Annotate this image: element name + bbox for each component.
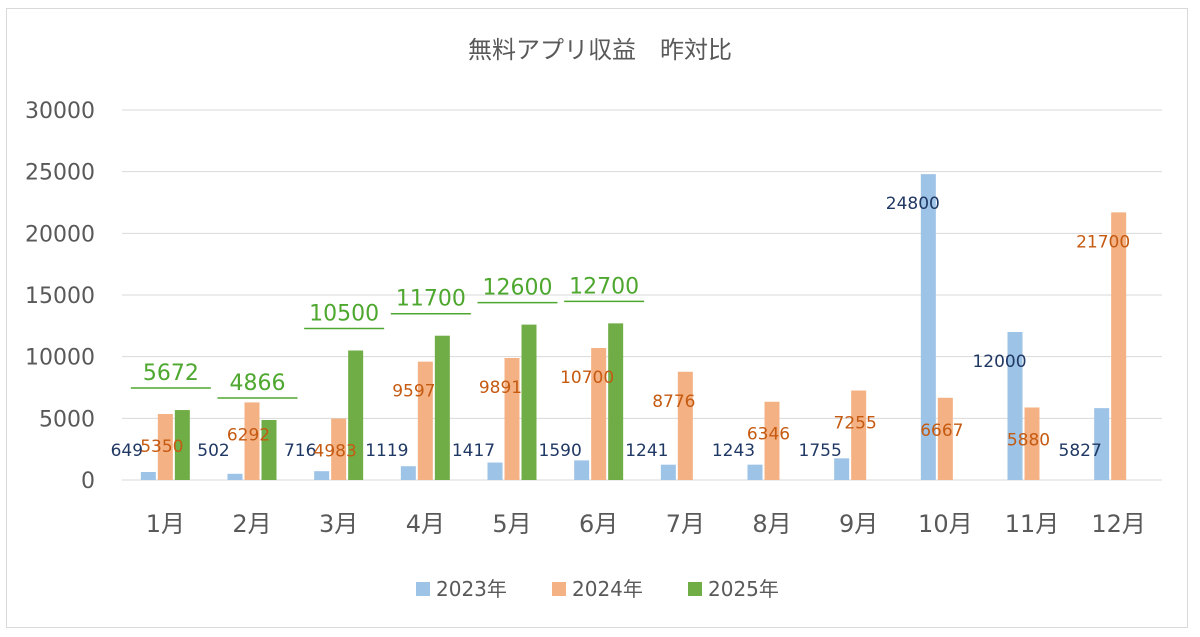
x-tick-label: 2月 [232,510,271,538]
bar-2025年 [434,335,450,480]
data-label: 7255 [834,414,877,434]
data-label: 1241 [625,441,668,461]
data-label: 1119 [365,441,408,461]
data-label: 8776 [652,392,695,412]
data-label: 4866 [230,371,286,396]
y-axis-ticks: 0 5000 10000 15000 20000 25000 30000 [25,99,95,494]
x-tick-label: 1月 [146,510,185,538]
data-label: 649 [111,441,143,461]
bar-2023年 [574,460,590,480]
chart-title: 無料アプリ収益 昨対比 [468,36,732,64]
y-tick-label: 30000 [25,99,95,124]
bar-2023年 [400,466,416,480]
bar-2023年 [140,471,156,480]
bar-2023年 [747,464,763,480]
bar-2024年 [244,402,260,480]
x-tick-label: 10月 [918,510,973,538]
data-label: 502 [197,441,229,461]
x-tick-label: 3月 [319,510,358,538]
x-tick-label: 8月 [752,510,791,538]
bar-2023年 [660,464,676,480]
x-tick-label: 5月 [492,510,531,538]
bar-2024年 [851,390,867,480]
bar-2023年 [834,458,850,480]
bars [140,174,1127,480]
x-tick-label: 4月 [406,510,445,538]
bar-2024年 [677,371,693,480]
legend-swatch [552,582,566,596]
y-tick-label: 10000 [25,346,95,371]
bar-2024年 [157,414,173,480]
bar-2023年 [1007,332,1023,480]
legend-swatch [416,582,430,596]
bar-2024年 [417,361,433,480]
data-label: 9597 [392,382,435,402]
bar-2024年 [331,418,347,480]
data-label: 6346 [747,425,790,445]
data-label: 12000 [972,352,1026,372]
legend-label: 2024年 [572,577,643,601]
x-tick-label: 11月 [1005,510,1060,538]
bar-2025年 [348,350,364,480]
y-tick-label: 15000 [25,284,95,309]
y-tick-label: 0 [81,469,95,494]
bar-2025年 [608,323,624,480]
data-label: 24800 [886,194,940,214]
bar-2024年 [1111,212,1127,480]
legend-label: 2025年 [708,577,779,601]
data-label: 1243 [712,441,755,461]
data-label: 6292 [227,425,270,445]
x-tick-label: 7月 [666,510,705,538]
bar-2025年 [174,410,190,480]
data-label: 12600 [483,276,553,301]
data-label: 12700 [569,274,639,299]
bar-2023年 [1094,408,1110,480]
legend: 2023年 2024年 2025年 [416,577,779,601]
data-label: 1417 [452,441,495,461]
data-label: 5827 [1059,441,1102,461]
data-label: 5880 [1007,430,1050,450]
data-label: 1755 [799,441,842,461]
x-axis-ticks: 1月 2月 3月 4月 5月 6月 7月 8月 9月 10月 11月 12月 [146,510,1146,538]
data-label: 5350 [140,437,183,457]
data-label: 4983 [314,442,357,462]
bar-2024年 [591,348,607,480]
x-tick-label: 6月 [579,510,618,538]
bar-2024年 [937,397,953,480]
bar-2023年 [314,471,330,480]
y-tick-label: 5000 [39,407,95,432]
bar-2023年 [487,462,503,480]
legend-label: 2023年 [436,577,507,601]
data-label: 11700 [396,287,466,312]
chart-frame [6,8,1188,628]
bar-2025年 [521,324,537,480]
bar-2023年 [227,473,243,480]
data-label: 9891 [479,378,522,398]
bar-2023年 [920,174,936,480]
data-label: 716 [284,441,316,461]
data-label: 21700 [1076,232,1130,252]
legend-swatch [688,582,702,596]
data-label: 10500 [309,302,379,327]
x-tick-label: 9月 [839,510,878,538]
x-tick-label: 12月 [1091,510,1146,538]
gridlines [122,109,1162,481]
bar-2024年 [1024,407,1040,480]
data-label: 10700 [560,368,614,388]
bar-2024年 [504,358,520,480]
data-label: 1590 [539,441,582,461]
bar-2024年 [764,401,780,480]
data-label: 5672 [143,361,199,386]
y-tick-label: 20000 [25,222,95,247]
data-label: 6667 [920,421,963,441]
bar-2025年 [261,419,277,480]
y-tick-label: 25000 [25,161,95,186]
